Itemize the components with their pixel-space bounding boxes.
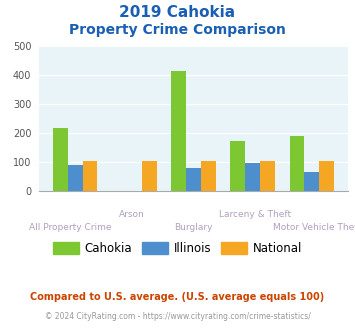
Text: Compared to U.S. average. (U.S. average equals 100): Compared to U.S. average. (U.S. average … — [31, 292, 324, 302]
Bar — [245, 163, 260, 191]
Bar — [260, 161, 275, 191]
Text: © 2024 CityRating.com - https://www.cityrating.com/crime-statistics/: © 2024 CityRating.com - https://www.city… — [45, 312, 310, 321]
Bar — [142, 161, 157, 191]
Text: Motor Vehicle Theft: Motor Vehicle Theft — [273, 223, 355, 232]
Legend: Cahokia, Illinois, National: Cahokia, Illinois, National — [48, 237, 307, 260]
Bar — [83, 161, 97, 191]
Bar — [171, 72, 186, 191]
Bar — [186, 168, 201, 191]
Bar — [230, 141, 245, 191]
Bar — [68, 165, 83, 191]
Text: Larceny & Theft: Larceny & Theft — [219, 210, 291, 218]
Text: Arson: Arson — [119, 210, 144, 218]
Text: Burglary: Burglary — [174, 223, 213, 232]
Bar — [304, 172, 319, 191]
Bar — [319, 161, 334, 191]
Bar — [201, 161, 215, 191]
Text: Property Crime Comparison: Property Crime Comparison — [69, 23, 286, 37]
Bar — [53, 128, 68, 191]
Text: All Property Crime: All Property Crime — [29, 223, 111, 232]
Text: 2019 Cahokia: 2019 Cahokia — [119, 5, 236, 20]
Bar — [290, 136, 304, 191]
